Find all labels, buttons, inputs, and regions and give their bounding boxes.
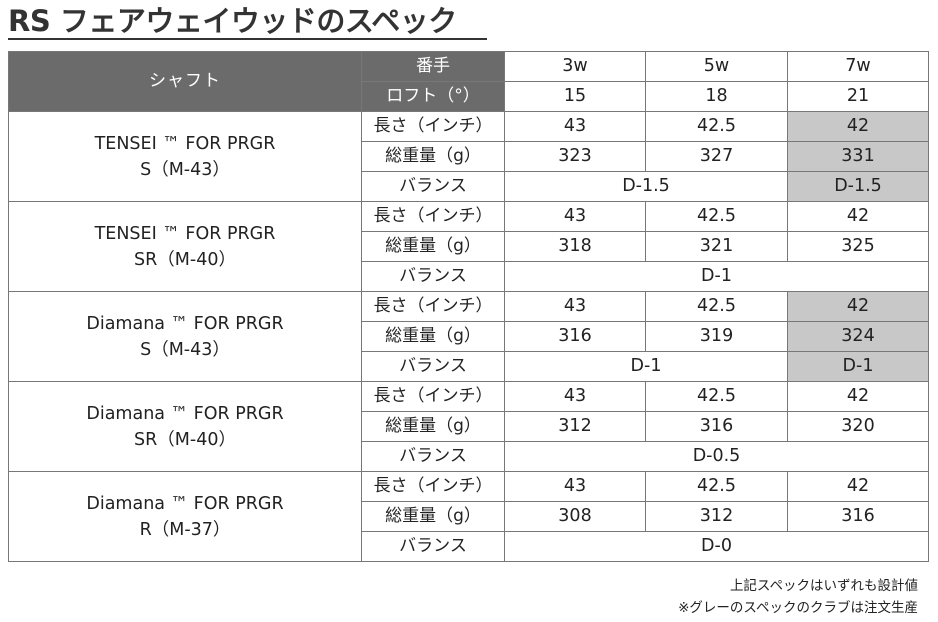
weight-value: 312 [504, 411, 646, 442]
footnote-made-to-order: ※グレーのスペックのクラブは注文生産 [678, 600, 918, 616]
weight-value: 324 [787, 321, 929, 352]
weight-value: 320 [787, 411, 929, 442]
shaft-name: Diamana ™ FOR PRGR [86, 493, 284, 514]
shaft-cell: TENSEI ™ FOR PRGR S（M-43） [8, 111, 362, 202]
length-label: 長さ（インチ） [361, 291, 505, 322]
length-value: 42 [787, 471, 929, 502]
table-row: 総重量（g） 318 321 325 [9, 231, 929, 262]
club-7w: 7w [787, 51, 929, 82]
length-label: 長さ（インチ） [361, 381, 505, 412]
shaft-flex: S（M-43） [140, 159, 230, 180]
shaft-cell: TENSEI ™ FOR PRGR SR（M-40） [8, 201, 362, 292]
shaft-name: TENSEI ™ FOR PRGR [94, 223, 276, 244]
weight-value: 319 [645, 321, 788, 352]
shaft-name: TENSEI ™ FOR PRGR [94, 133, 276, 154]
shaft-header: シャフト [8, 51, 362, 112]
spec-table: シャフト 番手 3w 5w 7w ロフト（°） 15 18 21 TENSEI … [8, 51, 929, 562]
balance-value: D-1 [504, 351, 788, 382]
header-row-loft: ロフト（°） 15 18 21 [9, 81, 929, 112]
balance-value: D-1 [504, 261, 929, 292]
weight-value: 323 [504, 141, 646, 172]
weight-value: 331 [787, 141, 929, 172]
table-row: Diamana ™ FOR PRGR SR（M-40） 長さ（インチ） 43 4… [8, 381, 929, 472]
weight-value: 325 [787, 231, 929, 262]
balance-label: バランス [361, 351, 505, 382]
weight-label: 総重量（g） [361, 321, 505, 352]
balance-label: バランス [361, 171, 505, 202]
length-label: 長さ（インチ） [361, 471, 505, 502]
shaft-name: Diamana ™ FOR PRGR [86, 313, 284, 334]
weight-value: 312 [645, 501, 788, 532]
table-row: TENSEI ™ FOR PRGR S（M-43） 長さ（インチ） 43 42.… [8, 111, 929, 202]
loft-7w: 21 [787, 81, 929, 112]
weight-value: 316 [504, 321, 646, 352]
weight-label: 総重量（g） [361, 231, 505, 262]
balance-value: D-1 [787, 351, 929, 382]
table-row: 総重量（g） 323 327 331 [9, 141, 929, 172]
club-header: 番手 [361, 51, 505, 82]
length-value: 43 [504, 291, 646, 322]
length-value: 42 [787, 291, 929, 322]
shaft-flex: R（M-37） [139, 519, 231, 540]
balance-value: D-0 [504, 531, 929, 562]
length-value: 42.5 [645, 111, 788, 142]
length-label: 長さ（インチ） [361, 201, 505, 232]
length-label: 長さ（インチ） [361, 111, 505, 142]
table-row: バランス D-1 [9, 261, 929, 292]
weight-value: 318 [504, 231, 646, 262]
shaft-name: Diamana ™ FOR PRGR [86, 403, 284, 424]
table-row: バランス D-1.5 D-1.5 [9, 171, 929, 202]
balance-label: バランス [361, 441, 505, 472]
length-value: 42 [787, 111, 929, 142]
balance-label: バランス [361, 261, 505, 292]
shaft-flex: SR（M-40） [134, 429, 236, 450]
loft-5w: 18 [645, 81, 788, 112]
footnote-design-values: 上記スペックはいずれも設計値 [729, 578, 918, 594]
balance-value: D-1.5 [504, 171, 788, 202]
length-value: 43 [504, 381, 646, 412]
weight-label: 総重量（g） [361, 411, 505, 442]
weight-value: 308 [504, 501, 646, 532]
table-row: 総重量（g） 316 319 324 [9, 321, 929, 352]
length-value: 43 [504, 471, 646, 502]
shaft-cell: Diamana ™ FOR PRGR S（M-43） [8, 291, 362, 382]
length-value: 42.5 [645, 381, 788, 412]
weight-value: 321 [645, 231, 788, 262]
length-value: 42.5 [645, 201, 788, 232]
length-value: 42 [787, 381, 929, 412]
table-row: TENSEI ™ FOR PRGR SR（M-40） 長さ（インチ） 43 42… [8, 201, 929, 292]
shaft-cell: Diamana ™ FOR PRGR R（M-37） [8, 471, 362, 562]
length-value: 42.5 [645, 471, 788, 502]
table-row: バランス D-0 [9, 531, 929, 562]
shaft-cell: Diamana ™ FOR PRGR SR（M-40） [8, 381, 362, 472]
length-value: 42 [787, 201, 929, 232]
shaft-flex: S（M-43） [140, 339, 230, 360]
table-row: 総重量（g） 308 312 316 [9, 501, 929, 532]
balance-value: D-1.5 [787, 171, 929, 202]
length-value: 42.5 [645, 291, 788, 322]
weight-label: 総重量（g） [361, 141, 505, 172]
loft-header: ロフト（°） [361, 81, 505, 112]
weight-label: 総重量（g） [361, 501, 505, 532]
shaft-flex: SR（M-40） [134, 249, 236, 270]
length-value: 43 [504, 201, 646, 232]
title-underline [8, 38, 487, 40]
balance-label: バランス [361, 531, 505, 562]
loft-3w: 15 [504, 81, 646, 112]
club-3w: 3w [504, 51, 646, 82]
weight-value: 316 [645, 411, 788, 442]
length-value: 43 [504, 111, 646, 142]
footnotes: 上記スペックはいずれも設計値 ※グレーのスペックのクラブは注文生産 [678, 575, 918, 619]
club-5w: 5w [645, 51, 788, 82]
header-row-club: シャフト 番手 3w 5w 7w [8, 51, 929, 112]
balance-value: D-0.5 [504, 441, 929, 472]
table-row: バランス D-1 D-1 [9, 351, 929, 382]
weight-value: 316 [787, 501, 929, 532]
weight-value: 327 [645, 141, 788, 172]
page-title: RS フェアウェイウッドのスペック [8, 4, 457, 38]
table-row: Diamana ™ FOR PRGR R（M-37） 長さ（インチ） 43 42… [8, 471, 929, 562]
table-row: Diamana ™ FOR PRGR S（M-43） 長さ（インチ） 43 42… [8, 291, 929, 382]
